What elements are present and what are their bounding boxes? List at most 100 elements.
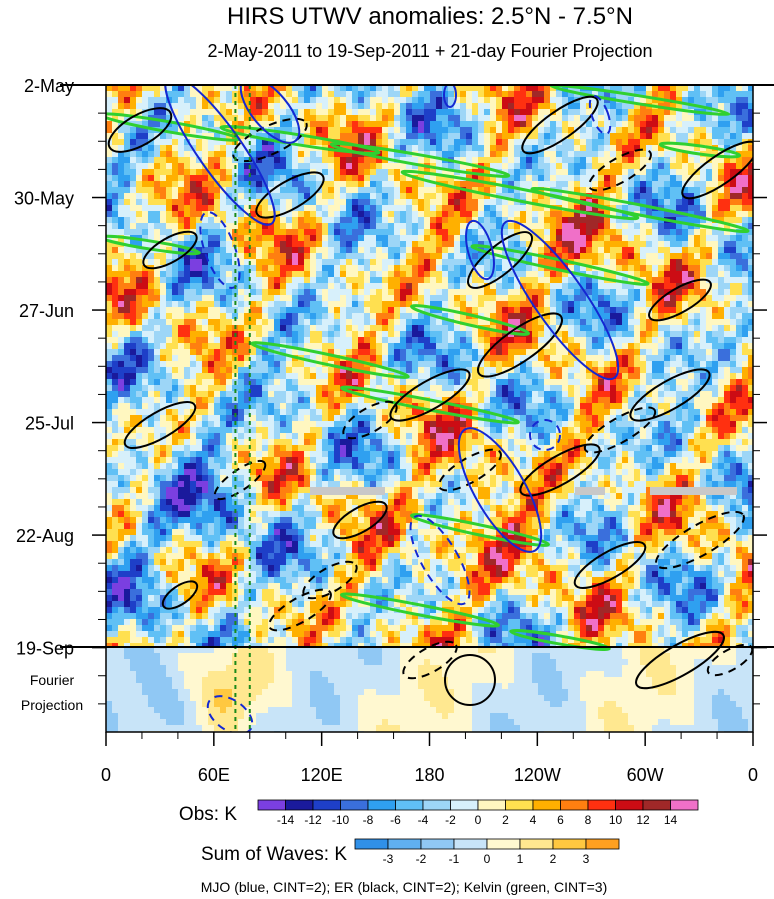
heat-cell (460, 163, 467, 170)
heat-cell (214, 115, 221, 122)
heat-cell (460, 205, 467, 212)
heat-cell (274, 133, 281, 140)
heat-cell (454, 139, 461, 146)
heat-cell (160, 187, 167, 194)
heat-cell (328, 115, 335, 122)
heat-cell (256, 253, 263, 260)
heat-cell (358, 157, 365, 164)
heat-cell (358, 127, 365, 134)
heat-cell (268, 169, 275, 176)
heat-cell (112, 211, 119, 218)
heat-cell (484, 295, 491, 302)
heat-cell (388, 211, 395, 218)
heat-cell (538, 127, 545, 134)
heat-cell (532, 271, 539, 278)
heat-cell (124, 163, 131, 170)
heat-cell (358, 289, 365, 296)
heat-cell (610, 193, 617, 200)
heat-cell (304, 355, 311, 362)
heat-cell (442, 319, 449, 326)
heat-cell (340, 265, 347, 272)
heat-cell (328, 217, 335, 224)
heat-cell (184, 109, 191, 116)
heat-cell (670, 295, 677, 302)
heat-cell (316, 355, 323, 362)
heat-cell (196, 145, 203, 152)
heat-cell (568, 223, 575, 230)
heat-cell (208, 115, 215, 122)
heat-cell (748, 355, 753, 362)
heat-cell (268, 97, 275, 104)
heat-cell (304, 235, 311, 242)
heat-cell (670, 121, 677, 128)
heat-cell (280, 115, 287, 122)
heat-cell (328, 85, 335, 92)
heat-cell (184, 325, 191, 332)
heat-cell (136, 313, 143, 320)
heat-cell (352, 253, 359, 260)
heat-cell (196, 313, 203, 320)
heat-cell (496, 205, 503, 212)
heat-cell (382, 175, 389, 182)
heat-cell (256, 139, 263, 146)
heat-cell (640, 91, 647, 98)
heat-cell (652, 193, 659, 200)
heat-cell (334, 283, 341, 290)
heat-cell (238, 325, 245, 332)
heat-cell (640, 343, 647, 350)
heat-cell (544, 283, 551, 290)
heat-cell (580, 193, 587, 200)
heat-cell (250, 193, 257, 200)
heat-cell (502, 133, 509, 140)
heat-cell (634, 163, 641, 170)
heat-cell (478, 205, 485, 212)
heat-cell (226, 91, 233, 98)
heat-cell (568, 253, 575, 260)
heat-cell (448, 349, 455, 356)
heat-cell (196, 109, 203, 116)
heat-cell (202, 289, 209, 296)
heat-cell (304, 229, 311, 236)
heat-cell (466, 319, 473, 326)
heat-cell (526, 139, 533, 146)
heat-cell (370, 259, 377, 266)
heat-cell (520, 289, 527, 296)
heat-cell (232, 217, 239, 224)
heat-cell (370, 319, 377, 326)
heat-cell (298, 277, 305, 284)
heat-cell (628, 331, 635, 338)
heat-cell (130, 361, 137, 368)
heat-cell (250, 127, 257, 134)
heat-cell (268, 259, 275, 266)
heat-cell (448, 127, 455, 134)
heat-cell (550, 217, 557, 224)
heat-cell (610, 241, 617, 248)
heat-cell (610, 187, 617, 194)
heat-cell (610, 235, 617, 242)
heat-cell (130, 319, 137, 326)
heat-cell (412, 259, 419, 266)
heat-cell (316, 325, 323, 332)
heat-cell (490, 289, 497, 296)
heat-cell (376, 139, 383, 146)
heat-cell (310, 175, 317, 182)
heat-cell (424, 259, 431, 266)
heat-cell (616, 247, 623, 254)
heat-cell (268, 301, 275, 308)
heat-cell (724, 337, 731, 344)
heat-cell (358, 103, 365, 110)
heat-cell (736, 325, 743, 332)
heat-cell (580, 133, 587, 140)
heat-cell (436, 139, 443, 146)
heat-cell (208, 97, 215, 104)
heat-cell (328, 223, 335, 230)
heat-cell (688, 289, 695, 296)
heat-cell (508, 103, 515, 110)
heat-cell (256, 349, 263, 356)
heat-cell (256, 91, 263, 98)
heat-cell (124, 307, 131, 314)
heat-cell (184, 223, 191, 230)
heat-cell (160, 223, 167, 230)
heat-cell (334, 151, 341, 158)
heat-cell (316, 199, 323, 206)
